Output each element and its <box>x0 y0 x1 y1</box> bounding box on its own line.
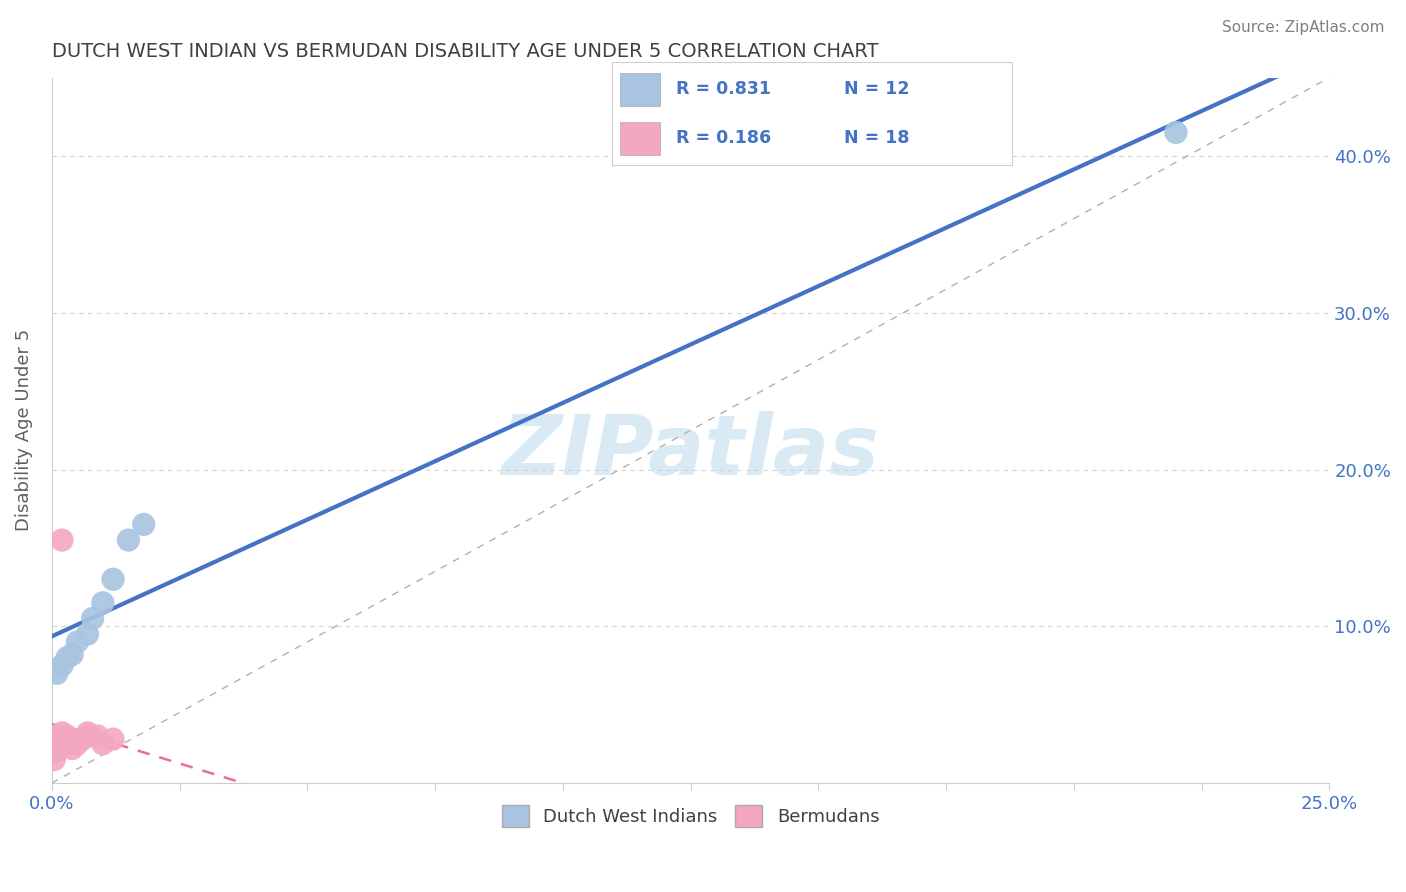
Point <box>76 729 98 743</box>
Point <box>66 737 89 751</box>
Point <box>51 737 73 751</box>
Point <box>45 745 67 759</box>
Text: N = 12: N = 12 <box>844 80 910 98</box>
Point <box>56 729 79 743</box>
Point <box>76 627 98 641</box>
Text: N = 18: N = 18 <box>844 129 910 147</box>
Point <box>51 732 73 747</box>
Point <box>1164 125 1187 139</box>
Text: DUTCH WEST INDIAN VS BERMUDAN DISABILITY AGE UNDER 5 CORRELATION CHART: DUTCH WEST INDIAN VS BERMUDAN DISABILITY… <box>52 42 879 61</box>
Text: R = 0.186: R = 0.186 <box>676 129 770 147</box>
Point <box>117 533 139 547</box>
Point <box>56 650 79 665</box>
Point <box>45 737 67 751</box>
Point <box>132 517 155 532</box>
Point <box>51 533 73 547</box>
Point <box>72 732 94 747</box>
Point <box>56 737 79 751</box>
Point <box>60 732 83 747</box>
Point <box>101 732 124 747</box>
Point <box>60 648 83 662</box>
Point <box>66 635 89 649</box>
Point <box>91 737 114 751</box>
Bar <box>620 73 659 105</box>
Point <box>45 666 67 681</box>
Point <box>60 741 83 756</box>
Text: Source: ZipAtlas.com: Source: ZipAtlas.com <box>1222 20 1385 35</box>
Text: ZIPatlas: ZIPatlas <box>502 411 879 492</box>
Point <box>51 658 73 673</box>
Legend: Dutch West Indians, Bermudans: Dutch West Indians, Bermudans <box>495 797 887 834</box>
Point <box>51 726 73 740</box>
Y-axis label: Disability Age Under 5: Disability Age Under 5 <box>15 329 32 532</box>
Point <box>87 729 110 743</box>
Text: R = 0.831: R = 0.831 <box>676 80 770 98</box>
Point <box>91 596 114 610</box>
Point <box>101 572 124 586</box>
Point <box>44 752 66 766</box>
Point <box>45 729 67 743</box>
Point <box>82 611 104 625</box>
Point <box>76 726 98 740</box>
Bar <box>620 122 659 155</box>
